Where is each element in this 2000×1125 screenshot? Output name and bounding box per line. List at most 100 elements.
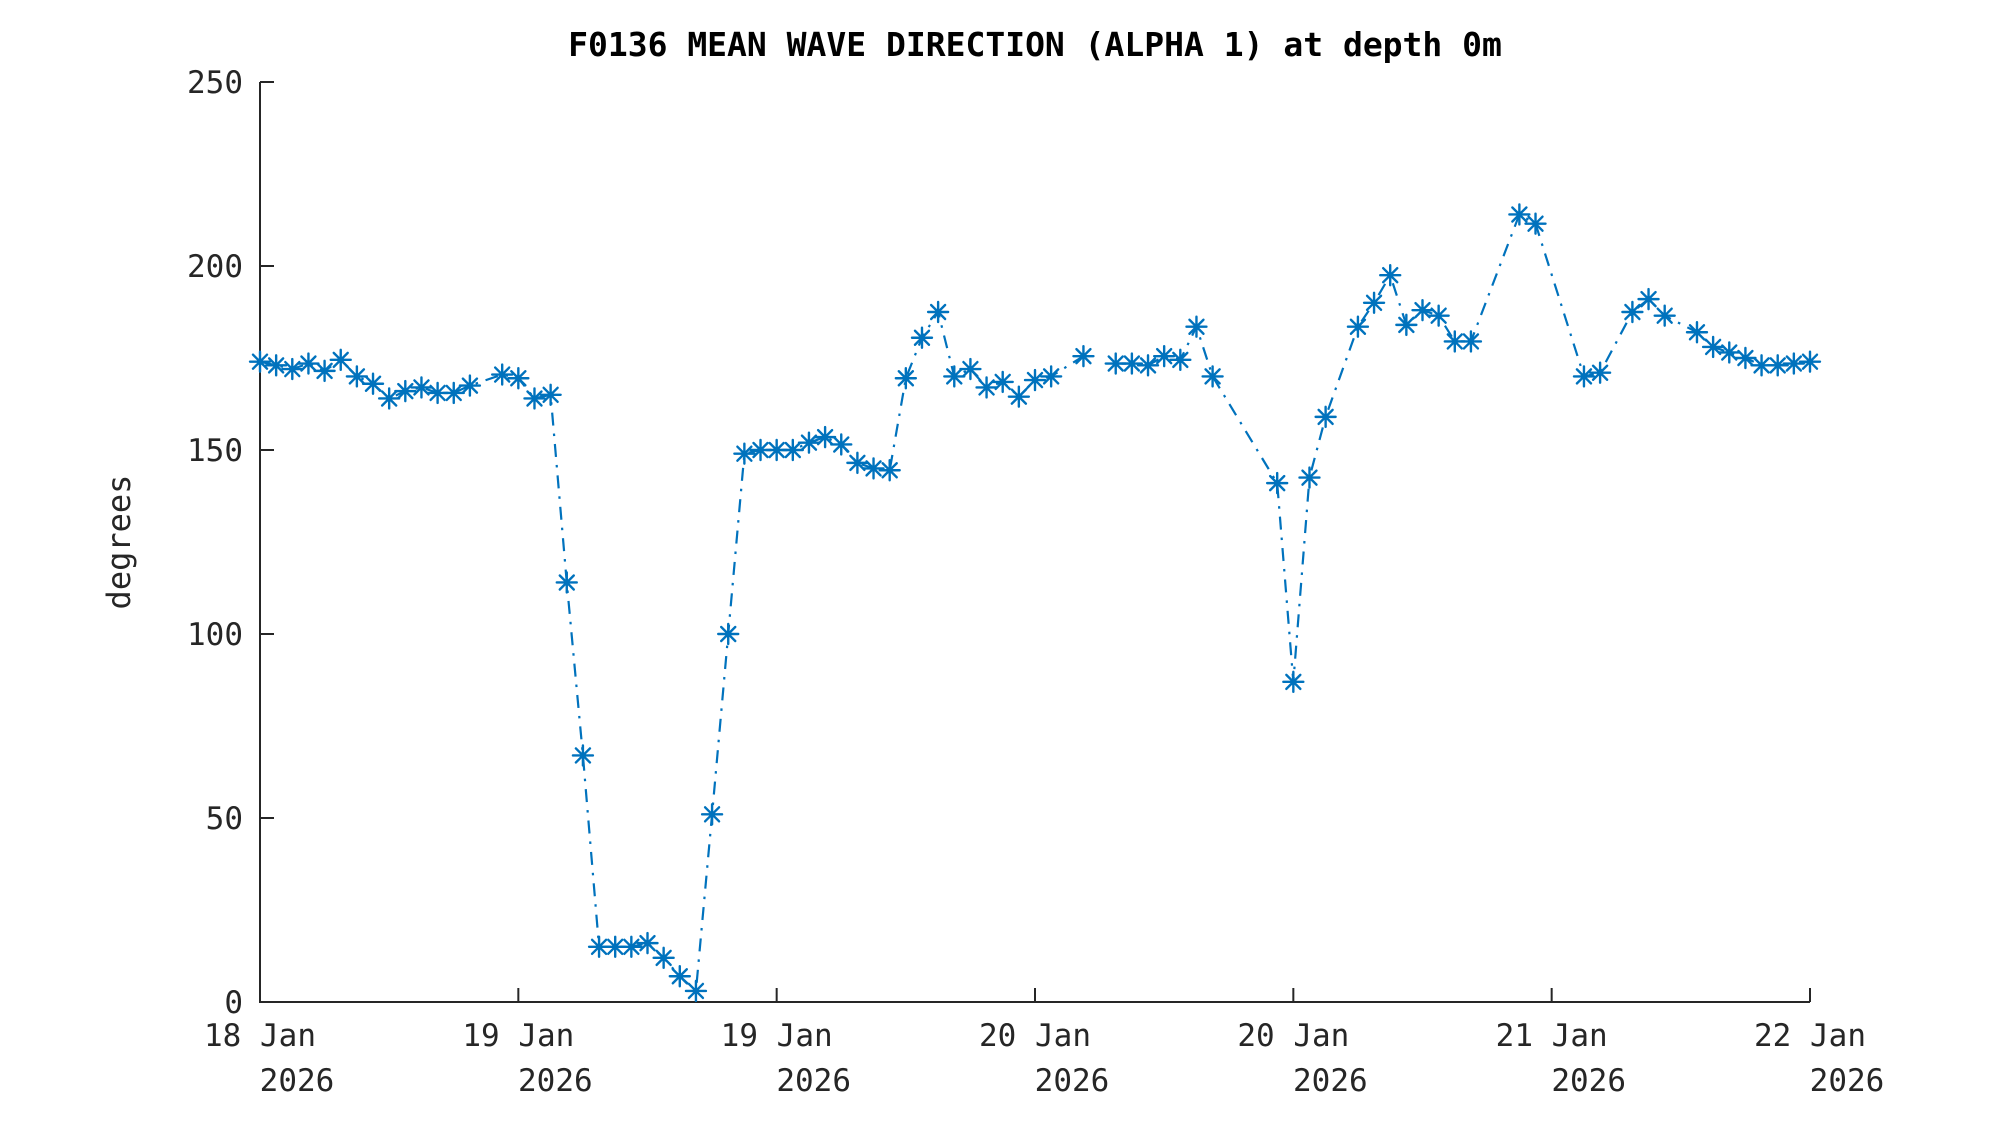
x-tick-label-day: 20 Jan xyxy=(979,1018,1091,1054)
data-point-marker xyxy=(1395,313,1418,337)
data-point-marker xyxy=(571,744,595,767)
data-point-marker xyxy=(1637,287,1660,311)
y-tick-label: 50 xyxy=(206,801,243,837)
data-point-marker xyxy=(652,946,675,970)
data-point-marker xyxy=(636,931,659,955)
data-point-marker xyxy=(1782,352,1806,375)
x-axis-ticks: 18 Jan 2026 19 Jan 2026 19 Jan 2026 20 Jan 2026… xyxy=(204,988,1884,1099)
data-point-marker xyxy=(507,367,530,390)
data-point-marker xyxy=(264,354,288,377)
data-point-marker xyxy=(313,359,336,383)
x-tick-label-year: 2026 xyxy=(1810,1063,1885,1099)
data-point-marker xyxy=(1588,361,1612,384)
data-point-marker xyxy=(991,370,1014,394)
data-point-marker xyxy=(781,438,805,462)
data-point-marker xyxy=(281,357,304,381)
data-point-marker xyxy=(555,571,578,594)
data-point-marker xyxy=(749,438,772,462)
x-tick-label-day: 20 Jan xyxy=(1237,1018,1349,1054)
data-point-marker xyxy=(1653,304,1676,327)
data-point-marker xyxy=(297,352,320,375)
data-point-marker xyxy=(1718,341,1741,364)
data-point-marker xyxy=(717,622,740,646)
data-point-marker xyxy=(1007,385,1031,408)
data-point-marker xyxy=(1734,346,1757,370)
x-tick-label-day: 21 Jan xyxy=(1496,1018,1608,1054)
data-point-marker xyxy=(1798,350,1822,373)
data-point-marker xyxy=(1572,365,1596,388)
data-point-marker xyxy=(1427,304,1450,327)
x-tick-label-year: 2026 xyxy=(1293,1063,1368,1099)
data-point-marker xyxy=(797,431,821,454)
x-tick-label-year: 2026 xyxy=(776,1063,851,1099)
data-point-marker xyxy=(1104,352,1127,375)
data-point-marker xyxy=(1508,203,1531,226)
data-point-marker xyxy=(862,457,885,480)
data-point-marker xyxy=(1282,670,1305,694)
data-point-marker xyxy=(1621,300,1644,324)
data-point-marker xyxy=(1362,291,1386,314)
data-point-marker xyxy=(1524,212,1547,235)
data-point-marker xyxy=(458,374,482,397)
data-point-marker xyxy=(1265,471,1289,495)
x-tick-label-day: 22 Jan xyxy=(1754,1018,1866,1054)
data-point-marker xyxy=(1023,368,1047,392)
y-axis-label: degrees xyxy=(100,475,138,610)
data-point-marker xyxy=(1120,352,1144,375)
data-point-marker xyxy=(1685,321,1709,344)
data-point-marker xyxy=(1459,330,1483,353)
y-tick-label: 0 xyxy=(224,985,243,1021)
data-point-marker xyxy=(329,348,352,372)
x-tick-label-day: 19 Jan xyxy=(462,1018,574,1054)
x-tick-label-year: 2026 xyxy=(260,1063,335,1099)
x-tick-label-day: 19 Jan xyxy=(721,1018,833,1054)
axes-frame xyxy=(259,82,1810,1003)
data-point-marker xyxy=(1750,354,1773,377)
y-tick-label: 150 xyxy=(187,433,243,469)
x-tick-label-day: 18 Jan xyxy=(204,1018,316,1054)
data-point-marker xyxy=(410,376,433,399)
data-point-marker xyxy=(1766,354,1789,377)
data-point-marker xyxy=(910,326,934,349)
data-point-marker xyxy=(1346,315,1370,338)
data-point-marker xyxy=(733,442,756,465)
data-point-marker xyxy=(490,363,514,386)
data-point-marker xyxy=(1298,466,1321,489)
data-point-marker xyxy=(1443,330,1466,353)
data-series-wave-direction xyxy=(248,203,1822,1003)
data-point-marker xyxy=(394,379,417,403)
data-point-marker xyxy=(830,433,853,456)
data-point-marker xyxy=(1379,264,1402,287)
data-point-marker xyxy=(765,438,788,462)
data-point-marker xyxy=(1314,405,1337,429)
data-point-marker xyxy=(668,965,691,988)
data-point-marker xyxy=(1201,365,1224,388)
data-point-marker xyxy=(943,365,966,388)
data-point-marker xyxy=(846,451,869,475)
x-tick-label-year: 2026 xyxy=(1551,1063,1626,1099)
data-point-marker xyxy=(1136,354,1160,377)
data-point-marker xyxy=(700,803,724,826)
data-point-marker xyxy=(539,383,562,406)
data-point-marker xyxy=(1152,344,1176,368)
data-point-marker xyxy=(1411,298,1434,322)
wave-direction-line xyxy=(259,309,1085,994)
data-point-marker xyxy=(1072,344,1095,368)
data-point-marker xyxy=(975,376,998,399)
data-point-marker xyxy=(1039,365,1063,388)
y-tick-label: 100 xyxy=(187,617,243,653)
data-point-marker xyxy=(426,381,449,405)
data-point-marker xyxy=(248,350,272,373)
data-point-marker xyxy=(587,935,611,958)
data-point-marker xyxy=(1185,315,1208,338)
data-point-marker xyxy=(684,979,708,1003)
data-point-marker xyxy=(377,387,401,410)
y-axis-ticks: 0 50 100 150 200 250 xyxy=(187,65,274,1021)
data-point-marker xyxy=(345,365,369,388)
y-tick-label: 200 xyxy=(187,249,243,285)
data-point-marker xyxy=(620,935,643,958)
data-point-marker xyxy=(959,357,982,381)
data-point-marker xyxy=(878,459,901,482)
